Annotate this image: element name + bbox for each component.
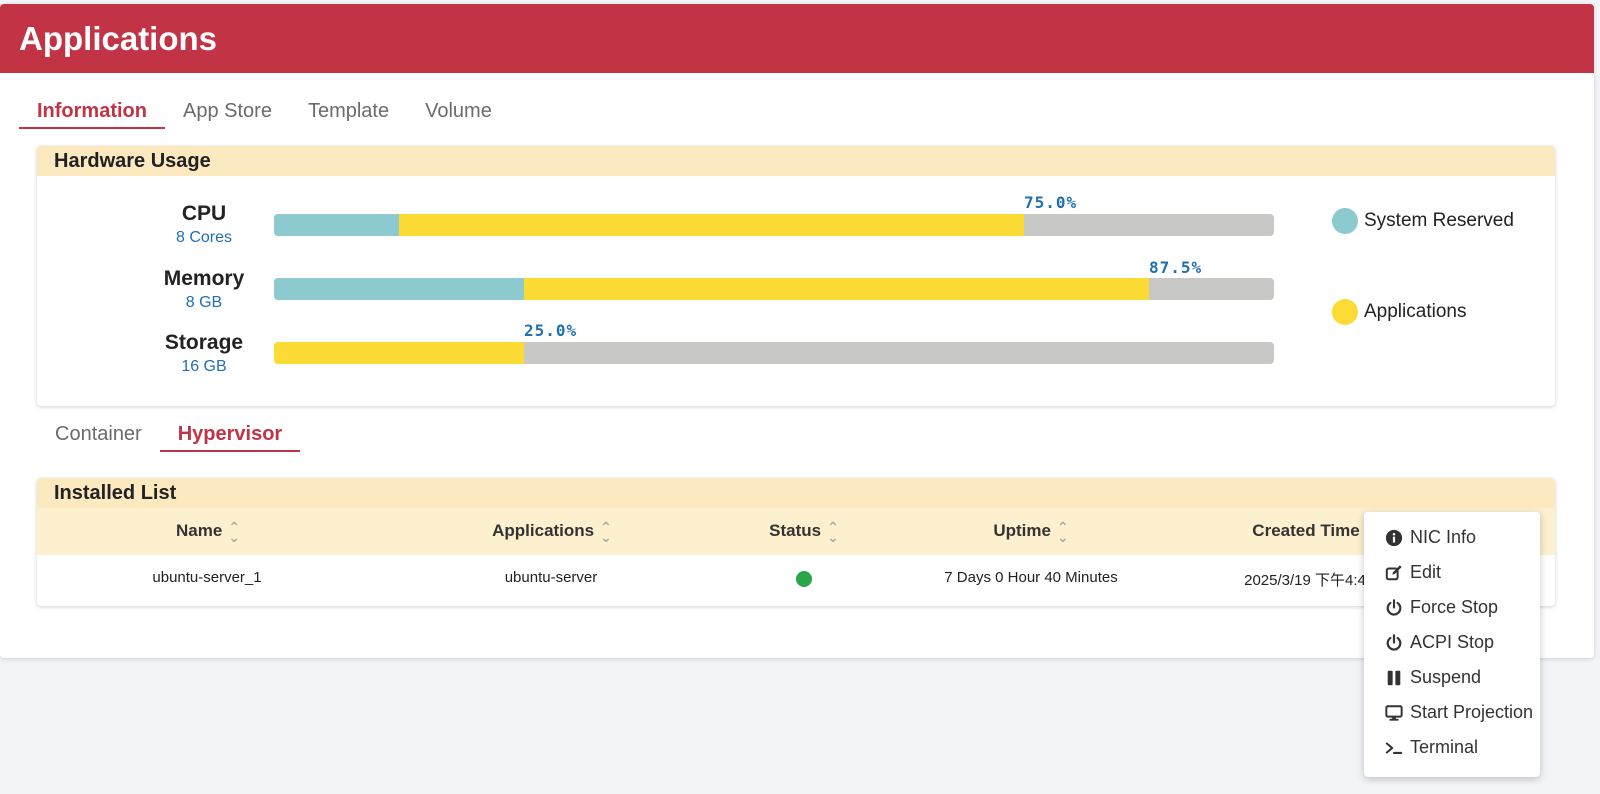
page-title: Applications xyxy=(0,4,1594,73)
hardware-usage-title: Hardware Usage xyxy=(37,146,1555,176)
legend-system-reserved: System Reserved xyxy=(1332,208,1514,234)
system-reserved-label: System Reserved xyxy=(1364,210,1514,231)
memory-usage-bar xyxy=(274,278,1274,300)
cpu-usage-bar xyxy=(274,214,1274,236)
menu-item-label: Edit xyxy=(1410,562,1442,582)
sort-icon[interactable]: ⌃ ⌄ xyxy=(228,518,241,545)
status-running-indicator xyxy=(796,571,812,587)
applications-label: Applications xyxy=(1364,301,1467,322)
tab-template[interactable]: Template xyxy=(307,100,390,122)
menu-item-label: Force Stop xyxy=(1410,597,1499,617)
terminal-icon xyxy=(1384,738,1404,758)
storage-usage-bar xyxy=(274,342,1274,364)
column-header-applications[interactable]: Applications ⌃ ⌄ xyxy=(492,518,612,545)
pause-icon xyxy=(1384,668,1404,688)
menu-item-acpi-stop[interactable]: ACPI Stop xyxy=(1364,625,1540,660)
menu-item-label: Terminal xyxy=(1410,737,1479,757)
info-circle-icon xyxy=(1384,528,1404,548)
menu-item-label: Suspend xyxy=(1410,667,1482,687)
menu-item-nic-info[interactable]: NIC Info xyxy=(1364,520,1540,555)
row-uptime: 7 Days 0 Hour 40 Minutes xyxy=(944,569,1118,586)
menu-item-edit[interactable]: Edit xyxy=(1364,555,1540,590)
cpu-label: CPU xyxy=(181,202,227,225)
menu-item-label: Start Projection xyxy=(1410,702,1534,722)
monitor-icon xyxy=(1384,703,1404,723)
tab-hypervisor[interactable]: Hypervisor xyxy=(159,423,301,452)
column-status-label: Status xyxy=(769,521,822,540)
menu-item-label: ACPI Stop xyxy=(1410,632,1495,652)
menu-item-label: NIC Info xyxy=(1410,527,1477,547)
memory-label-group: Memory 8 GB xyxy=(129,267,279,312)
top-tabs: Information App Store Template Volume xyxy=(19,100,510,129)
memory-percent: 87.5% xyxy=(1149,258,1203,277)
cpu-cores: 8 Cores xyxy=(175,229,233,246)
sort-icon[interactable]: ⌃ ⌄ xyxy=(600,518,612,545)
menu-item-force-stop[interactable]: Force Stop xyxy=(1364,590,1540,625)
hardware-usage-panel: Hardware Usage CPU 8 Cores 75.0% Memory … xyxy=(37,146,1555,406)
cpu-label-group: CPU 8 Cores xyxy=(129,202,279,247)
table-header: Name ⌃ ⌄ Applications ⌃ ⌄ Status ⌃ ⌄ Uptime ⌃ ⌄ … xyxy=(37,508,1555,555)
storage-label-group: Storage 16 GB xyxy=(129,331,279,376)
applications-swatch xyxy=(1332,299,1358,325)
legend-applications: Applications xyxy=(1332,299,1466,325)
column-header-uptime[interactable]: Uptime ⌃ ⌄ xyxy=(993,518,1069,545)
column-applications-label: Applications xyxy=(492,521,595,540)
column-header-name[interactable]: Name ⌃ ⌄ xyxy=(175,518,241,545)
storage-size: 16 GB xyxy=(181,358,227,375)
sort-icon[interactable]: ⌃ ⌄ xyxy=(1056,518,1069,545)
menu-item-terminal[interactable]: Terminal xyxy=(1364,730,1540,765)
installed-list-title: Installed List xyxy=(37,478,1555,508)
cpu-percent: 75.0% xyxy=(1024,193,1078,212)
storage-label: Storage xyxy=(164,331,244,354)
storage-percent: 25.0% xyxy=(524,321,578,340)
row-status xyxy=(796,571,812,591)
cpu-system-reserved-segment xyxy=(274,214,399,236)
applications-card: Applications Information App Store Templ… xyxy=(0,4,1594,658)
table-row[interactable]: ubuntu-server_1 ubuntu-server 7 Days 0 H… xyxy=(37,555,1555,604)
sub-tabs: Container Hypervisor xyxy=(37,423,301,452)
installed-list-panel: Installed List Name ⌃ ⌄ Applications ⌃ ⌄ Sta… xyxy=(37,478,1555,606)
menu-item-suspend[interactable]: Suspend xyxy=(1364,660,1540,695)
sort-icon[interactable]: ⌃ ⌄ xyxy=(827,518,839,545)
column-uptime-label: Uptime xyxy=(993,521,1051,540)
row-application: ubuntu-server xyxy=(504,569,598,586)
tab-app-store[interactable]: App Store xyxy=(183,100,272,122)
row-created-time: 2025/3/19 下午4:4 xyxy=(1244,572,1366,589)
system-reserved-swatch xyxy=(1332,208,1358,234)
memory-applications-segment xyxy=(524,278,1149,300)
cpu-applications-segment xyxy=(399,214,1024,236)
menu-item-start-projection[interactable]: Start Projection xyxy=(1364,695,1540,730)
memory-label: Memory xyxy=(163,267,245,290)
row-context-menu: NIC Info Edit Force Stop ACPI Stop Suspe… xyxy=(1364,512,1540,777)
column-name-label: Name xyxy=(175,521,223,540)
power-icon xyxy=(1384,633,1404,653)
memory-system-reserved-segment xyxy=(274,278,524,300)
tab-container[interactable]: Container xyxy=(55,423,142,445)
column-header-status[interactable]: Status ⌃ ⌄ xyxy=(769,518,839,545)
storage-applications-segment xyxy=(274,342,524,364)
tab-volume[interactable]: Volume xyxy=(425,100,492,122)
column-created-time-label: Created Time xyxy=(1252,521,1360,540)
edit-icon xyxy=(1384,563,1404,583)
row-name: ubuntu-server_1 xyxy=(152,569,262,586)
tab-information[interactable]: Information xyxy=(19,100,165,129)
column-header-created-time[interactable]: Created Time xyxy=(1252,521,1359,541)
power-icon xyxy=(1384,598,1404,618)
memory-size: 8 GB xyxy=(185,294,223,311)
